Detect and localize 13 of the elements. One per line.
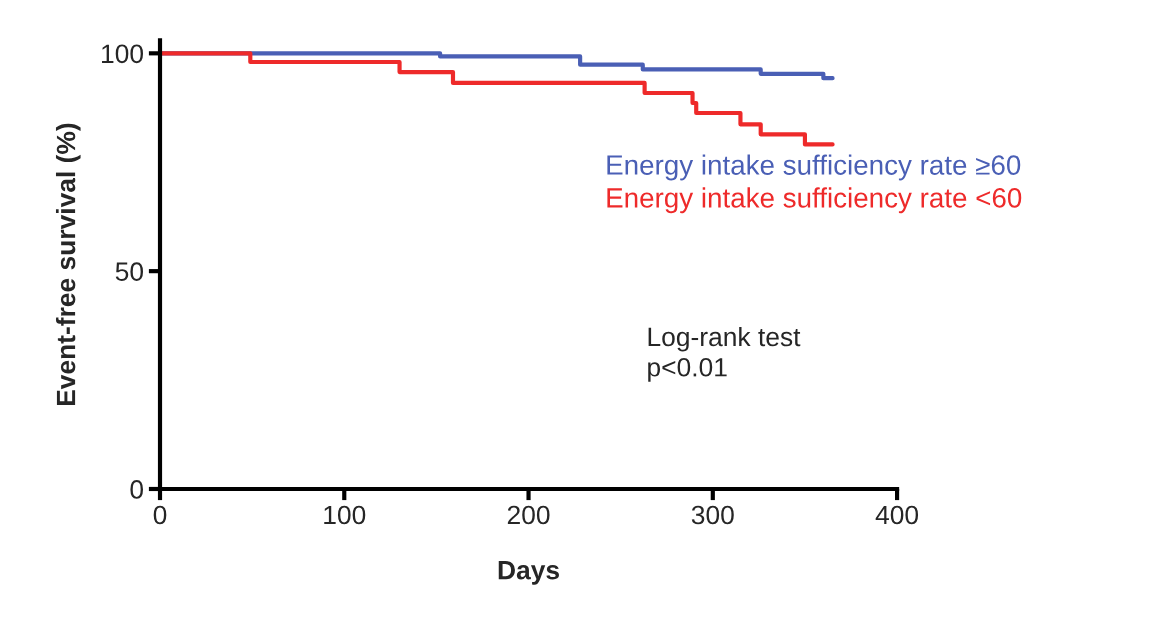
x-tick-label: 100	[324, 505, 366, 525]
x-tick-label: 400	[875, 505, 919, 525]
x-tick-label: 300	[691, 505, 734, 525]
text: Energy intake sufficiency rate ≥60	[607, 154, 1021, 181]
y-axis-title: Event-free survival (%)	[55, 123, 81, 406]
y-tick-label: 100	[102, 44, 144, 64]
text: Energy intake sufficiency rate <60	[607, 187, 1022, 214]
x-tick-label: 200	[507, 505, 550, 525]
y-tick-label: 50	[115, 262, 144, 281]
annotation: Log-rank test p<0.01	[648, 326, 801, 382]
x-tick-label: 0	[153, 505, 167, 525]
x-axis-title: Days	[498, 561, 559, 585]
y-tick-label: 0	[130, 480, 143, 499]
